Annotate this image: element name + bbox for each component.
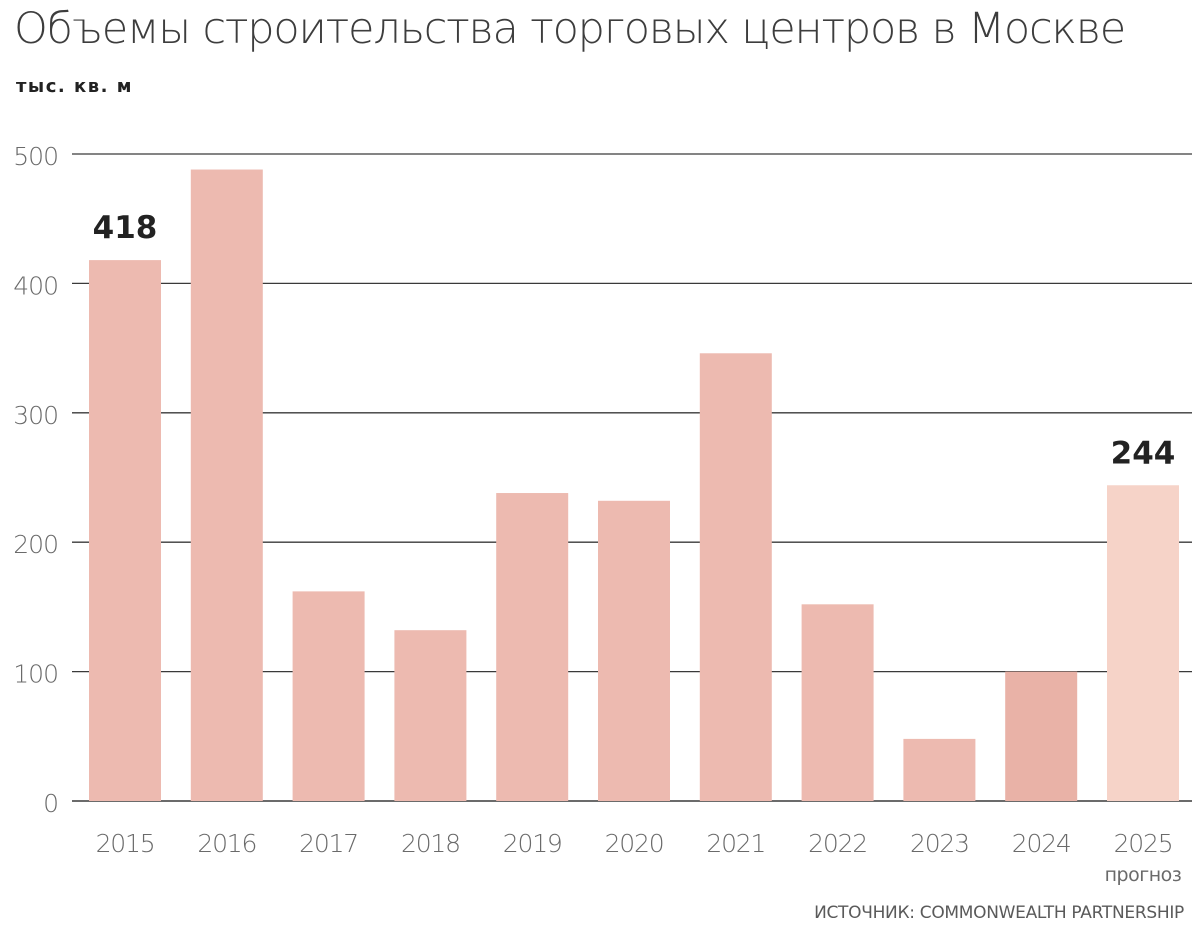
bar-2022 <box>801 604 874 801</box>
bar-2019 <box>496 493 569 801</box>
x-tick-label-2024: 2024 <box>1012 829 1071 858</box>
bar-2018 <box>394 630 467 801</box>
bar-2021 <box>699 353 772 801</box>
x-tick-label-2015: 2015 <box>96 829 155 858</box>
x-tick-label-2022: 2022 <box>808 829 867 858</box>
y-tick-label: 300 <box>13 401 58 430</box>
x-tick-label-2017: 2017 <box>299 829 358 858</box>
bar-2024 <box>1005 671 1078 801</box>
bars <box>89 169 1179 801</box>
data-label-2015: 418 <box>93 210 158 246</box>
forecast-note: прогноз <box>1105 864 1182 886</box>
unit-label: тыс. кв. м <box>16 76 133 97</box>
y-axis-ticks: 0 100 200 300 400 500 <box>13 142 59 818</box>
x-tick-label-2019: 2019 <box>503 829 562 858</box>
x-tick-label-2023: 2023 <box>910 829 969 858</box>
source-note: ИСТОЧНИК: COMMONWEALTH PARTNERSHIP <box>814 903 1184 923</box>
bar-2023 <box>903 738 976 801</box>
x-tick-label-2018: 2018 <box>401 829 460 858</box>
y-tick-label: 500 <box>13 142 58 171</box>
bar-2017 <box>292 591 365 801</box>
x-tick-label-2020: 2020 <box>605 829 664 858</box>
bar-2015 <box>89 260 161 801</box>
y-tick-label: 400 <box>13 271 58 300</box>
y-tick-label: 200 <box>13 530 58 559</box>
chart-title: Объемы строительства торговых центров в … <box>14 4 1126 54</box>
x-tick-label-2021: 2021 <box>706 829 765 858</box>
bar-2025 <box>1107 485 1179 801</box>
x-tick-label-2016: 2016 <box>197 829 256 858</box>
y-tick-label: 0 <box>43 789 58 818</box>
bar-2020 <box>598 500 670 801</box>
data-labels: 418 244 <box>93 210 1176 471</box>
y-tick-label: 100 <box>13 660 58 689</box>
data-label-2025: 244 <box>1111 435 1176 471</box>
x-axis-labels: 2015 2016 2017 2018 2019 2020 2021 2022 2023 2024… <box>96 829 1182 886</box>
bar-2016 <box>190 169 263 801</box>
x-tick-label-2025: 2025 <box>1114 829 1173 858</box>
